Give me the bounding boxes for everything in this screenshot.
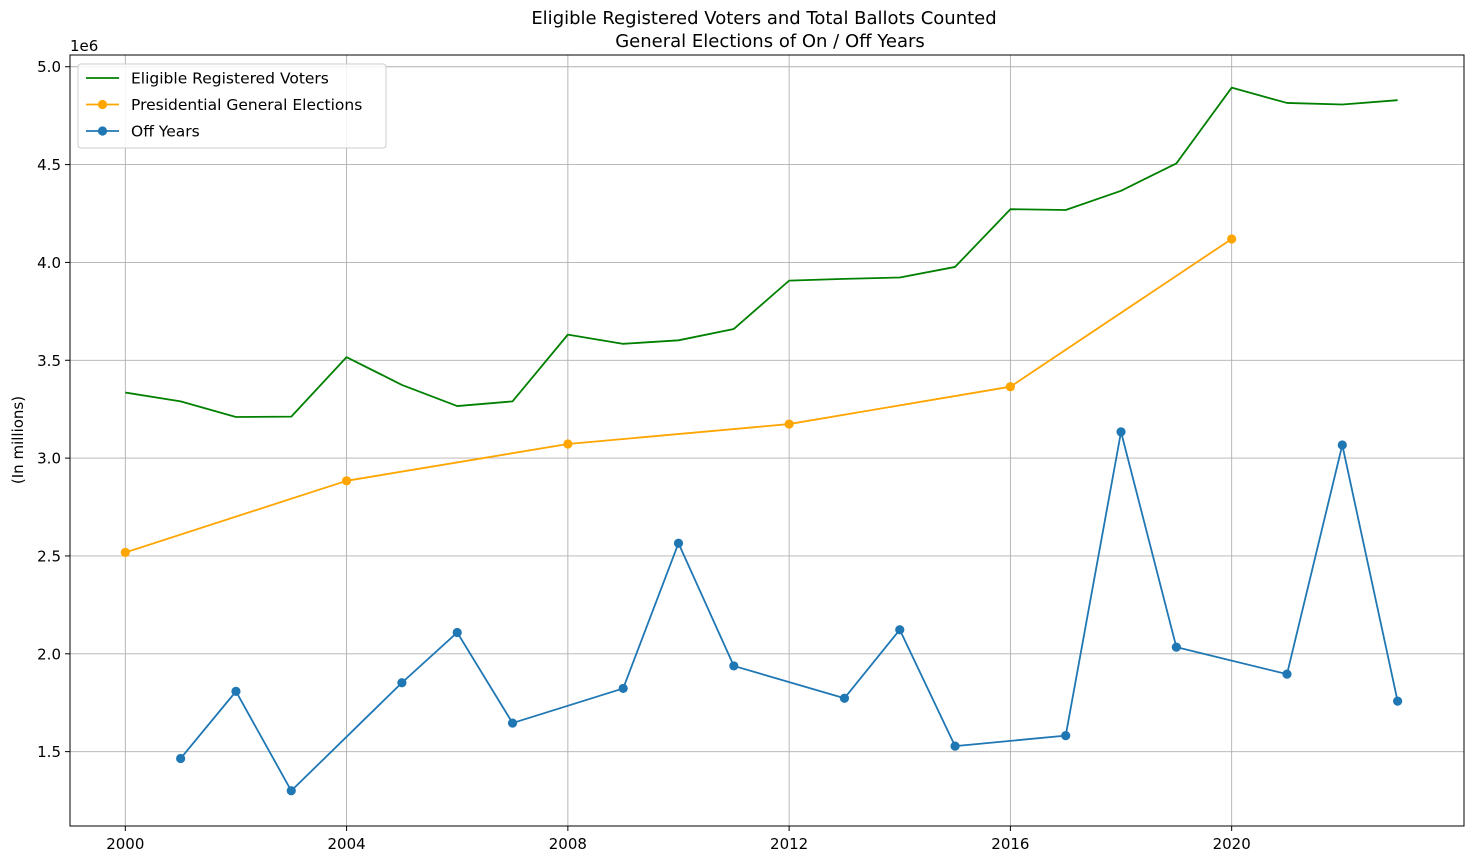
data-point-presidential-general-elections bbox=[341, 476, 352, 486]
legend: Eligible Registered Voters Presidential G… bbox=[77, 63, 387, 149]
chart-title: Eligible Registered Voters and Total Bal… bbox=[531, 8, 996, 29]
data-point-presidential-general-elections bbox=[563, 439, 573, 449]
y-tick-label: 3.5 bbox=[37, 352, 61, 370]
data-point-off-years bbox=[286, 786, 296, 796]
data-point-off-years bbox=[452, 627, 462, 638]
series-line-eligible-registered-voters bbox=[125, 86, 1398, 418]
series-line-off-years bbox=[179, 430, 1399, 792]
y-tick-label: 1.5 bbox=[37, 743, 61, 761]
plot-frame bbox=[69, 54, 1465, 827]
data-point-off-years bbox=[231, 686, 241, 696]
x-tick-label: 2012 bbox=[770, 835, 808, 853]
grid-layer bbox=[70, 55, 1464, 826]
y-tick-label: 2.5 bbox=[37, 547, 61, 565]
x-tick-label: 2004 bbox=[327, 835, 365, 853]
data-point-presidential-general-elections bbox=[784, 419, 794, 429]
y-tick-label: 5.0 bbox=[37, 58, 61, 76]
data-point-off-years bbox=[176, 753, 186, 764]
data-point-off-years bbox=[618, 683, 628, 694]
y-axis-label: (In millions) bbox=[9, 396, 27, 484]
x-tick-label: 2016 bbox=[991, 835, 1029, 853]
series-off-years bbox=[176, 427, 1403, 796]
y-tick-label: 3.0 bbox=[37, 450, 61, 468]
data-point-off-years bbox=[397, 678, 407, 688]
x-tick-label: 2000 bbox=[106, 835, 144, 853]
data-point-off-years bbox=[950, 741, 960, 751]
chart-subtitle: General Elections of On / Off Years bbox=[615, 31, 925, 52]
legend-marker bbox=[97, 126, 108, 136]
y-tick-label: 4.0 bbox=[37, 254, 61, 272]
legend-label: Eligible Registered Voters bbox=[131, 70, 329, 88]
data-point-off-years bbox=[1393, 696, 1403, 706]
data-point-off-years bbox=[673, 538, 684, 548]
series-line-presidential-general-elections bbox=[125, 238, 1233, 554]
y-axis-offset-label: 1e6 bbox=[70, 37, 98, 55]
data-point-off-years bbox=[1061, 730, 1071, 741]
legend-entry-off-years: Off Years bbox=[86, 123, 200, 141]
series-layer bbox=[120, 86, 1403, 796]
legend-marker bbox=[97, 99, 108, 110]
legend-entry-eligible-registered-voters: Eligible Registered Voters bbox=[86, 70, 329, 88]
y-tick-label: 2.0 bbox=[37, 645, 61, 663]
series-presidential-general-elections bbox=[120, 234, 1237, 558]
data-point-presidential-general-elections bbox=[1227, 234, 1237, 244]
data-point-presidential-general-elections bbox=[120, 547, 130, 558]
data-point-presidential-general-elections bbox=[1005, 382, 1015, 392]
series-eligible-registered-voters bbox=[125, 86, 1398, 418]
data-point-off-years bbox=[1337, 440, 1347, 450]
data-point-off-years bbox=[1282, 669, 1292, 679]
x-tick-label: 2020 bbox=[1213, 835, 1251, 853]
legend-label: Off Years bbox=[131, 123, 200, 141]
legend-entry-presidential-general-elections: Presidential General Elections bbox=[86, 96, 362, 114]
data-point-off-years bbox=[729, 661, 739, 671]
data-point-off-years bbox=[895, 625, 905, 635]
x-tick-label: 2008 bbox=[549, 835, 587, 853]
data-point-off-years bbox=[839, 693, 850, 703]
y-tick-label: 4.5 bbox=[37, 156, 61, 174]
legend-box bbox=[77, 63, 387, 149]
data-point-off-years bbox=[1171, 642, 1181, 652]
data-point-off-years bbox=[507, 718, 518, 728]
legend-label: Presidential General Elections bbox=[131, 96, 362, 114]
tick-layer: 2000 2004 2008 2012 2016 2020 1.5 2.0 2.5 3.0 3.5 4… bbox=[37, 58, 1251, 853]
data-point-off-years bbox=[1116, 427, 1126, 437]
